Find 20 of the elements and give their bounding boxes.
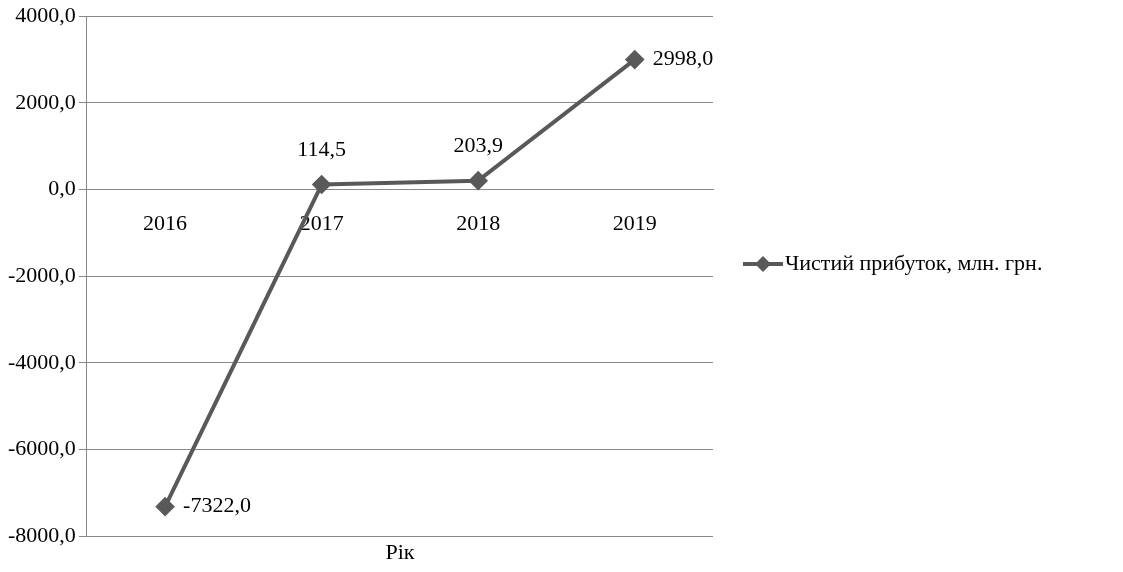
y-tick-label: -8000,0 [8,521,76,547]
y-tick-label: 4000,0 [15,1,76,27]
legend-label: Чистий прибуток, млн. грн. [785,249,1043,275]
x-tick-label: 2016 [143,210,188,236]
data-label: -7322,0 [183,492,251,518]
data-label: 2998,0 [652,45,714,71]
y-tick-label: -4000,0 [8,348,76,374]
y-tick-label: 2000,0 [15,88,76,114]
data-label: 203,9 [453,132,503,158]
y-tick-label: -2000,0 [8,261,76,287]
x-tick-label: 2019 [612,210,657,236]
data-label: 114,5 [297,136,346,162]
x-axis-title: Рік [385,538,415,564]
point [625,50,644,69]
y-tick-label: -6000,0 [8,435,76,461]
y-tick-label: 0,0 [48,175,76,201]
point [469,171,488,190]
point [312,175,331,194]
x-tick-label: 2018 [456,210,501,236]
point [156,497,175,516]
